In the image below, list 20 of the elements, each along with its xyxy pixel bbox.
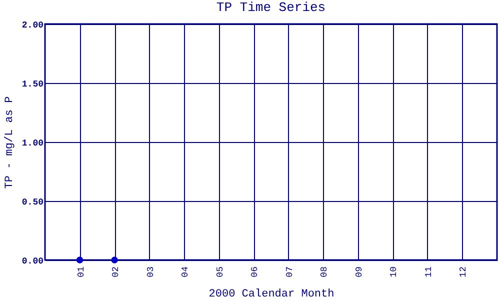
x-tick-label: 06 — [250, 266, 260, 278]
x-axis-title: 2000 Calendar Month — [208, 288, 334, 300]
x-tick-label: 03 — [146, 266, 156, 278]
y-axis-title: TP - mg/L as P — [4, 96, 16, 189]
y-tick-label: 1.50 — [22, 80, 44, 90]
y-tick-label: 2.00 — [22, 20, 44, 30]
x-tick-label: 07 — [284, 266, 295, 278]
x-tick-label: 01 — [76, 266, 86, 278]
x-tick-label: 10 — [389, 266, 400, 278]
y-tick-label: 0.00 — [22, 256, 44, 266]
x-tick-label: 12 — [458, 266, 469, 278]
x-tick-label: 08 — [320, 266, 330, 278]
x-tick-label: 04 — [180, 266, 191, 278]
y-tick-label: 0.50 — [22, 198, 44, 208]
x-tick-label: 02 — [111, 266, 122, 278]
x-tick-label: 05 — [215, 266, 226, 278]
y-tick-label: 1.00 — [22, 138, 44, 148]
x-tick-label: 11 — [424, 266, 434, 278]
x-tick-label: 09 — [354, 266, 364, 278]
chart-title: TP Time Series — [216, 0, 326, 15]
